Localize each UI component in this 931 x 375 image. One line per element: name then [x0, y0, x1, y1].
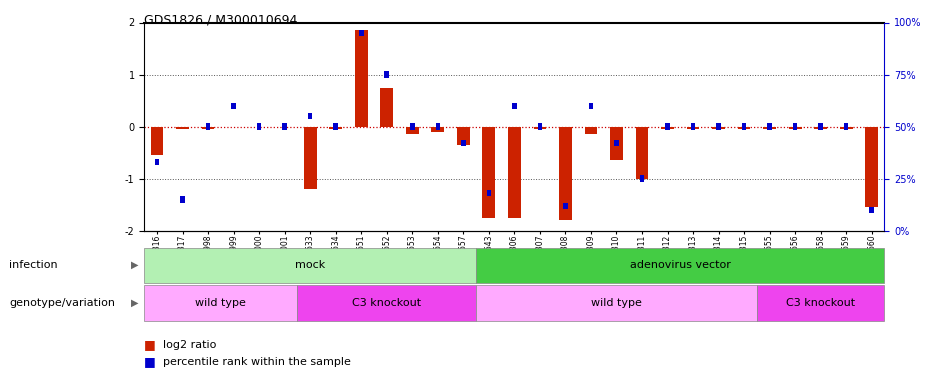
Bar: [476, 248, 884, 283]
Bar: [610, 127, 623, 160]
Text: ■: ■: [144, 356, 156, 368]
Bar: [661, 127, 674, 129]
Bar: [865, 127, 878, 207]
Bar: [461, 140, 466, 146]
Bar: [202, 127, 214, 129]
Bar: [687, 127, 699, 129]
Bar: [737, 127, 750, 129]
Bar: [691, 123, 695, 130]
Bar: [151, 127, 164, 155]
Text: log2 ratio: log2 ratio: [163, 340, 216, 350]
Text: C3 knockout: C3 knockout: [786, 298, 856, 308]
Bar: [818, 123, 823, 130]
Bar: [742, 123, 747, 130]
Bar: [537, 123, 542, 130]
Bar: [257, 123, 262, 130]
Bar: [144, 248, 476, 283]
Text: C3 knockout: C3 knockout: [352, 298, 422, 308]
Bar: [333, 123, 338, 130]
Bar: [436, 123, 440, 130]
Bar: [231, 103, 236, 109]
Bar: [815, 127, 827, 129]
Bar: [282, 123, 287, 130]
Bar: [636, 127, 648, 178]
Text: ▶: ▶: [131, 260, 139, 270]
Text: GDS1826 / M300010694: GDS1826 / M300010694: [144, 13, 298, 26]
Text: ▶: ▶: [131, 298, 139, 307]
Bar: [181, 196, 185, 202]
Bar: [666, 123, 669, 130]
Bar: [767, 123, 772, 130]
Bar: [355, 30, 368, 127]
Bar: [508, 127, 520, 218]
Bar: [359, 30, 363, 36]
Text: wild type: wild type: [196, 298, 247, 308]
Bar: [476, 285, 757, 321]
Bar: [304, 127, 317, 189]
Bar: [870, 207, 874, 213]
Bar: [793, 123, 798, 130]
Bar: [381, 87, 393, 127]
Text: ■: ■: [144, 339, 156, 351]
Text: adenovirus vector: adenovirus vector: [630, 260, 731, 270]
Bar: [330, 127, 342, 129]
Bar: [533, 127, 546, 129]
Bar: [482, 127, 495, 218]
Bar: [487, 190, 492, 196]
Bar: [410, 123, 414, 130]
Bar: [712, 127, 725, 129]
Text: mock: mock: [295, 260, 325, 270]
Bar: [588, 103, 593, 109]
Text: percentile rank within the sample: percentile rank within the sample: [163, 357, 351, 367]
Bar: [757, 285, 884, 321]
Bar: [308, 113, 313, 119]
Bar: [176, 127, 189, 129]
Bar: [640, 176, 644, 182]
Text: genotype/variation: genotype/variation: [9, 298, 115, 307]
Bar: [585, 127, 598, 134]
Bar: [843, 123, 848, 130]
Bar: [614, 140, 619, 146]
Bar: [385, 71, 389, 78]
Bar: [716, 123, 721, 130]
Bar: [840, 127, 853, 129]
Bar: [563, 202, 568, 209]
Bar: [431, 127, 444, 132]
Bar: [297, 285, 476, 321]
Text: infection: infection: [9, 260, 58, 270]
Bar: [559, 127, 572, 220]
Bar: [763, 127, 776, 129]
Bar: [155, 159, 159, 165]
Text: wild type: wild type: [591, 298, 641, 308]
Bar: [512, 103, 517, 109]
Bar: [406, 127, 419, 134]
Bar: [144, 285, 297, 321]
Bar: [206, 123, 210, 130]
Bar: [789, 127, 802, 129]
Bar: [457, 127, 470, 145]
